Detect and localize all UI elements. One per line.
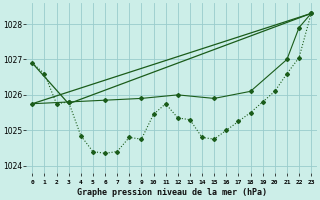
X-axis label: Graphe pression niveau de la mer (hPa): Graphe pression niveau de la mer (hPa) [77,188,267,197]
